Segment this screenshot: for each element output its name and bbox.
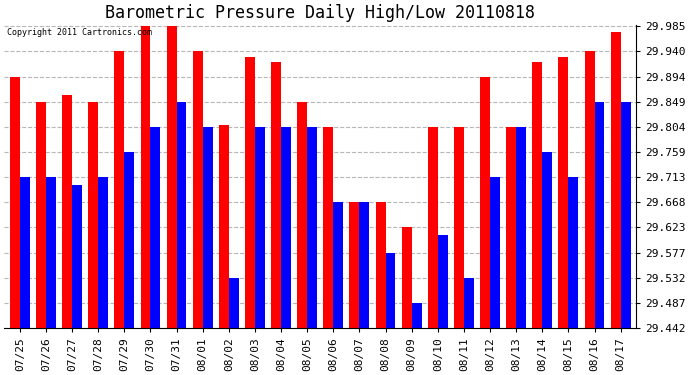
- Bar: [516, 127, 526, 328]
- Bar: [141, 26, 150, 328]
- Text: Copyright 2011 Cartronics.com: Copyright 2011 Cartronics.com: [8, 28, 152, 37]
- Bar: [542, 152, 552, 328]
- Bar: [324, 127, 333, 328]
- Bar: [271, 62, 281, 328]
- Bar: [177, 102, 186, 328]
- Bar: [595, 102, 604, 328]
- Bar: [297, 102, 307, 328]
- Bar: [611, 32, 620, 328]
- Bar: [307, 127, 317, 328]
- Bar: [533, 62, 542, 328]
- Bar: [428, 127, 437, 328]
- Bar: [62, 94, 72, 328]
- Bar: [490, 177, 500, 328]
- Bar: [36, 102, 46, 328]
- Bar: [558, 57, 569, 328]
- Bar: [375, 202, 386, 328]
- Bar: [464, 278, 474, 328]
- Bar: [72, 184, 82, 328]
- Bar: [150, 127, 160, 328]
- Bar: [281, 127, 291, 328]
- Bar: [255, 127, 265, 328]
- Bar: [359, 202, 369, 328]
- Bar: [20, 177, 30, 328]
- Bar: [569, 177, 578, 328]
- Bar: [333, 202, 343, 328]
- Bar: [193, 51, 203, 328]
- Bar: [98, 177, 108, 328]
- Bar: [480, 77, 490, 328]
- Bar: [229, 278, 239, 328]
- Bar: [506, 127, 516, 328]
- Bar: [386, 253, 395, 328]
- Bar: [584, 51, 595, 328]
- Bar: [167, 26, 177, 328]
- Bar: [402, 228, 412, 328]
- Bar: [203, 127, 213, 328]
- Bar: [46, 177, 56, 328]
- Title: Barometric Pressure Daily High/Low 20110818: Barometric Pressure Daily High/Low 20110…: [106, 4, 535, 22]
- Bar: [219, 124, 229, 328]
- Bar: [115, 51, 124, 328]
- Bar: [245, 57, 255, 328]
- Bar: [124, 152, 135, 328]
- Bar: [10, 77, 20, 328]
- Bar: [620, 102, 631, 328]
- Bar: [437, 235, 448, 328]
- Bar: [350, 202, 359, 328]
- Bar: [412, 303, 422, 328]
- Bar: [454, 127, 464, 328]
- Bar: [88, 102, 98, 328]
